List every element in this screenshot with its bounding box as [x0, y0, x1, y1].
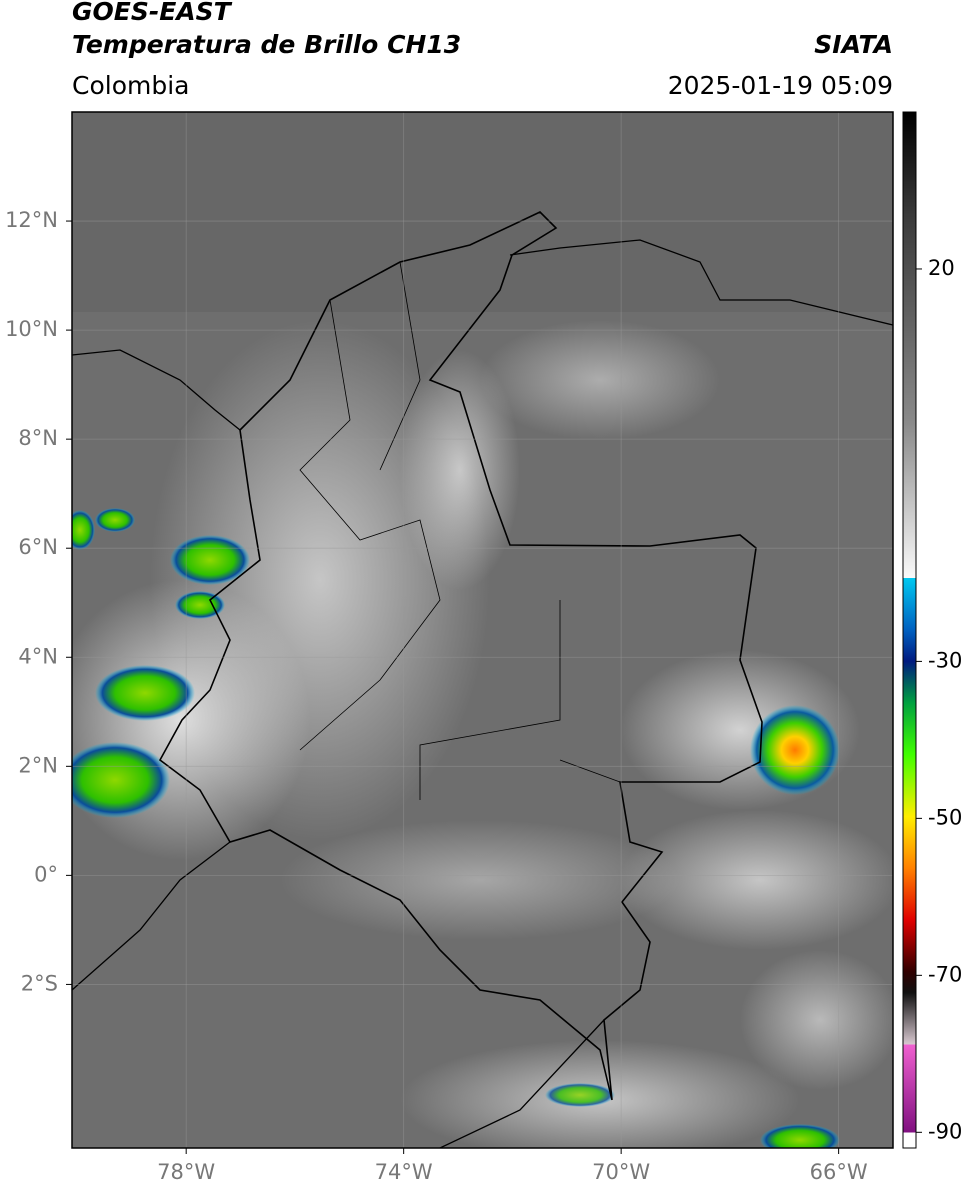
- colorbar-tick-label: -50: [928, 805, 962, 829]
- y-tick-label: 2°S: [21, 971, 58, 995]
- y-tick-label: 0°: [34, 862, 58, 886]
- x-tick-label: 78°W: [157, 1160, 215, 1184]
- colorbar: [902, 111, 917, 1149]
- colorbar-tick-label: -90: [928, 1119, 962, 1143]
- y-tick-label: 12°N: [5, 208, 58, 232]
- y-tick-label: 2°N: [18, 753, 58, 777]
- colorbar-tick-label: -70: [928, 962, 962, 986]
- grid: [72, 112, 893, 1148]
- y-tick-label: 10°N: [5, 317, 58, 341]
- satellite-image: [72, 112, 893, 1148]
- y-tick-label: 4°N: [18, 644, 58, 668]
- region: Colombia: [72, 71, 189, 100]
- source: SIATA: [814, 30, 893, 59]
- y-tick-label: 8°N: [18, 426, 58, 450]
- colorbar-tick-label: -30: [928, 648, 962, 672]
- timestamp: 2025-01-19 05:09: [668, 71, 893, 100]
- y-tick-label: 6°N: [18, 535, 58, 559]
- colorbar-tick-label: 20: [928, 256, 955, 280]
- x-tick-label: 66°W: [810, 1160, 868, 1184]
- title: GOES-EAST: [72, 0, 233, 26]
- map-frame: [71, 111, 894, 1149]
- x-tick-label: 74°W: [375, 1160, 433, 1184]
- title: Temperatura de Brillo CH13: [72, 30, 461, 59]
- x-tick-label: 70°W: [592, 1160, 650, 1184]
